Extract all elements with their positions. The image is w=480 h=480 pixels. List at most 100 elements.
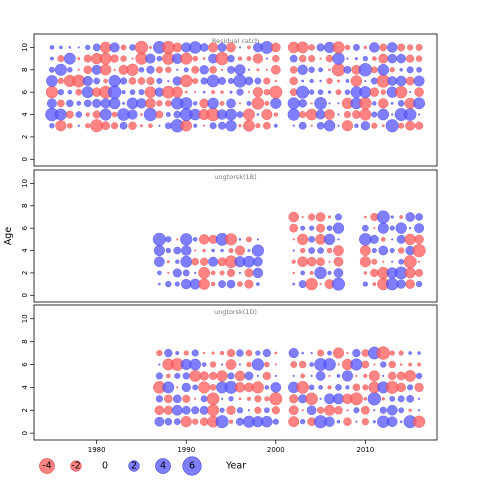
bubble-negative xyxy=(128,121,137,130)
bubble-positive xyxy=(183,67,189,73)
y-tick-label: 6 xyxy=(21,225,29,230)
bubble-positive xyxy=(164,348,173,358)
bubble-negative xyxy=(324,404,336,416)
bubble-negative xyxy=(288,405,299,416)
bubble-positive xyxy=(398,258,405,265)
y-tick-label: 8 xyxy=(21,204,29,208)
bubble-positive xyxy=(180,97,193,110)
bubble-negative xyxy=(57,99,65,108)
bubble-positive xyxy=(415,213,423,221)
bubble-negative xyxy=(262,371,271,381)
bubble-positive xyxy=(108,74,121,87)
bubble-positive xyxy=(372,420,376,424)
bubble-negative xyxy=(299,247,306,254)
bubble-negative xyxy=(120,55,127,62)
bubble-positive xyxy=(202,90,206,94)
bubble-positive xyxy=(68,46,72,49)
bubble-negative xyxy=(198,278,210,290)
bubble-negative xyxy=(360,405,370,415)
bubble-negative xyxy=(269,392,283,406)
bubble-positive xyxy=(335,213,342,221)
bubble-negative xyxy=(148,45,152,49)
bubble-positive xyxy=(155,372,163,380)
bubble-negative xyxy=(264,100,270,106)
bubble-negative xyxy=(371,122,378,129)
bubble-negative xyxy=(194,91,197,94)
bubble-negative xyxy=(317,349,325,357)
bubble-negative xyxy=(406,54,415,63)
bubble-negative xyxy=(198,381,211,394)
bubble-positive xyxy=(252,267,264,279)
bubble-negative xyxy=(305,277,318,291)
bubble-negative xyxy=(209,361,217,368)
bubble-positive xyxy=(265,57,268,60)
x-axis-label: Year xyxy=(225,461,246,472)
bubble-positive xyxy=(309,78,314,84)
panel: Residual catch 0 2 4 6 8 10 xyxy=(21,33,438,167)
bubble-negative xyxy=(198,266,211,279)
bubble-positive xyxy=(63,52,76,65)
bubble-negative xyxy=(65,110,74,119)
bubble-positive xyxy=(193,101,198,106)
bubble-negative xyxy=(111,122,119,130)
bubble-positive xyxy=(397,395,405,403)
bubble-positive xyxy=(306,405,317,416)
bubble-positive xyxy=(158,124,161,127)
bubble-positive xyxy=(236,88,244,96)
bubble-positive xyxy=(180,233,193,246)
bubble-negative xyxy=(388,371,397,381)
bubble-negative xyxy=(399,363,403,366)
bubble-negative xyxy=(362,384,369,391)
bubble-positive xyxy=(371,247,377,254)
y-tick-label: 6 xyxy=(21,89,29,94)
bubble-positive xyxy=(238,363,242,366)
bubble-negative xyxy=(363,271,368,275)
bubble-negative xyxy=(246,361,252,368)
bubble-negative xyxy=(167,271,170,275)
bubble-positive xyxy=(227,372,235,380)
bubble-negative xyxy=(220,68,224,71)
bubble-positive xyxy=(162,381,175,394)
bubble-positive xyxy=(256,374,259,378)
bubble-positive xyxy=(344,89,351,95)
bubble-negative xyxy=(57,77,65,85)
bubble-negative xyxy=(343,110,352,119)
bubble-positive xyxy=(354,123,359,128)
bubble-negative xyxy=(139,124,143,128)
bubble-negative xyxy=(396,371,406,381)
bubble-positive xyxy=(83,99,92,108)
legend-label: -4 xyxy=(42,461,51,472)
bubble-positive xyxy=(414,223,425,234)
bubble-negative xyxy=(99,41,112,54)
bubble-positive xyxy=(369,234,379,244)
bubble-positive xyxy=(337,102,340,105)
bubble-negative xyxy=(189,370,202,382)
bubble-positive xyxy=(164,122,172,130)
bubble-negative xyxy=(380,89,387,95)
bubble-negative xyxy=(306,256,317,267)
bubble-negative xyxy=(211,351,215,355)
bubble-negative xyxy=(288,416,300,428)
y-tick-label: 2 xyxy=(21,408,29,412)
bubble-negative xyxy=(346,409,349,412)
x-tick-label: 2010 xyxy=(356,446,374,454)
bubble-positive xyxy=(362,224,369,232)
bubble-positive xyxy=(92,98,102,108)
bubble-positive xyxy=(289,54,298,63)
bubble-negative xyxy=(202,248,206,253)
bubble-positive xyxy=(49,122,55,129)
panel: ungtorsk(1B) 0 2 4 6 8 10 xyxy=(21,169,438,303)
legend-bubble xyxy=(128,460,140,472)
bubble-negative xyxy=(292,238,295,241)
bubble-positive xyxy=(46,98,57,109)
bubble-positive xyxy=(309,362,314,367)
bubble-negative xyxy=(417,260,421,263)
bubble-negative xyxy=(298,360,307,369)
bubble-negative xyxy=(263,121,271,130)
bubble-positive xyxy=(341,370,354,382)
bubble-positive xyxy=(318,67,323,73)
bubble-positive xyxy=(323,358,336,371)
bubble-negative xyxy=(219,100,225,106)
bubble-negative xyxy=(184,90,188,94)
bubble-negative xyxy=(263,88,271,96)
